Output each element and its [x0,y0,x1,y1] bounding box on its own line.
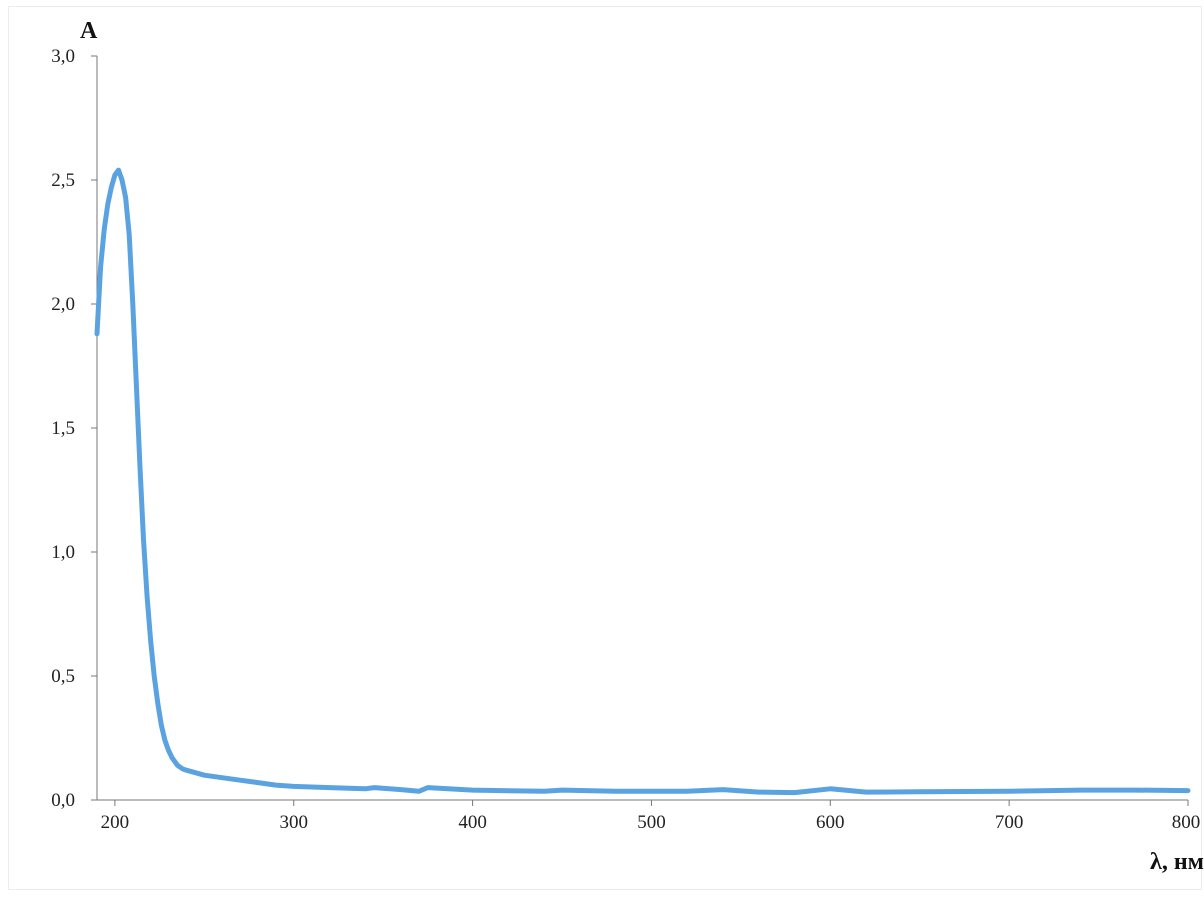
chart-frame [8,6,1202,890]
x-ticks: 200 300 400 500 600 700 800 [101,800,1201,833]
y-axis-title: A [80,18,98,44]
y-ticks: 0,0 0,5 1,0 1,5 2,0 2,5 3,0 [51,46,97,811]
x-axis-title: λ, нм [1150,849,1204,875]
x-tick-label: 400 [458,812,487,833]
y-tick-label: 2,5 [51,170,75,191]
axes [96,56,1188,801]
x-tick-label: 300 [279,812,308,833]
x-tick-label: 600 [816,812,845,833]
series-line-absorbance [94,167,1191,796]
y-tick-label: 0,5 [51,666,75,687]
y-tick-label: 3,0 [51,46,75,67]
x-tick-label: 700 [995,812,1024,833]
y-tick-label: 2,0 [51,294,75,315]
x-tick-label: 800 [1172,812,1201,833]
y-tick-label: 0,0 [51,790,75,811]
y-tick-label: 1,5 [51,418,75,439]
y-tick-label: 1,0 [51,542,75,563]
x-tick-label: 500 [637,812,666,833]
x-tick-label: 200 [101,812,130,833]
